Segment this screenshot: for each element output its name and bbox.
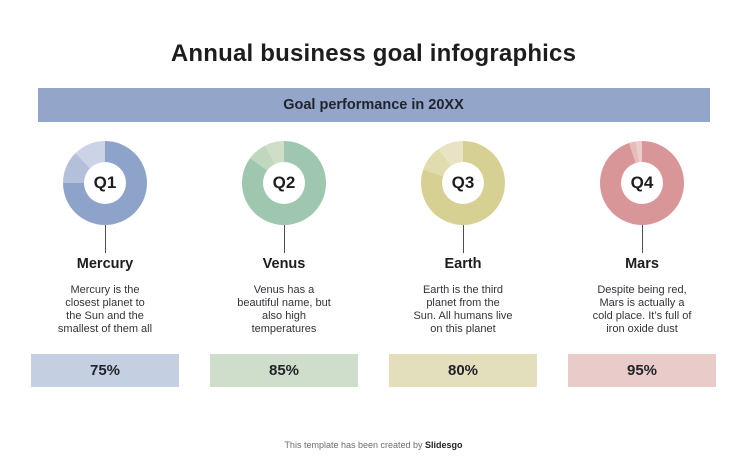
planet-description: Venus has a beautiful name, but also hig… xyxy=(237,284,331,335)
percent-bar-q3: 80% xyxy=(389,354,537,387)
subtitle-text: Goal performance in 20XX xyxy=(283,97,464,113)
percent-bar-q4: 95% xyxy=(568,354,716,387)
donut-label-q1: Q1 xyxy=(84,162,126,204)
planet-name-earth: Earth xyxy=(444,256,482,272)
quarter-column-q2: Q2 Venus Venus has a beautiful name, but… xyxy=(202,141,366,387)
planet-description: Mercury is the closest planet to the Sun… xyxy=(57,284,153,335)
donut-label-q2: Q2 xyxy=(263,162,305,204)
planet-name-venus: Venus xyxy=(262,256,306,272)
donut-chart-q3: Q3 xyxy=(421,141,505,225)
footer-credit-text: This template has been created by xyxy=(284,440,426,450)
footer-brand: Slidesgo xyxy=(425,440,463,450)
connector-line xyxy=(641,225,643,253)
planet-description: Earth is the third planet from the Sun. … xyxy=(413,284,513,335)
planet-name-mercury: Mercury xyxy=(76,256,134,272)
donut-label-q4: Q4 xyxy=(621,162,663,204)
quarters-row: Q1 Mercury Mercury is the closest planet… xyxy=(0,141,747,387)
donut-chart-q1: Q1 xyxy=(63,141,147,225)
percent-bar-q1: 75% xyxy=(31,354,179,387)
subtitle-bar: Goal performance in 20XX xyxy=(37,88,710,122)
percent-bar-q2: 85% xyxy=(210,354,358,387)
planet-description: Despite being red, Mars is actually a co… xyxy=(592,284,692,335)
connector-line xyxy=(104,225,106,253)
connector-line xyxy=(462,225,464,253)
connector-line xyxy=(283,225,285,253)
donut-chart-q4: Q4 xyxy=(600,141,684,225)
footer-credit: This template has been created by Slides… xyxy=(0,440,747,450)
donut-chart-q2: Q2 xyxy=(242,141,326,225)
page-title: Annual business goal infographics xyxy=(170,40,577,67)
planet-name-mars: Mars xyxy=(625,256,659,272)
quarter-column-q3: Q3 Earth Earth is the third planet from … xyxy=(381,141,545,387)
donut-label-q3: Q3 xyxy=(442,162,484,204)
quarter-column-q4: Q4 Mars Despite being red, Mars is actua… xyxy=(560,141,724,387)
quarter-column-q1: Q1 Mercury Mercury is the closest planet… xyxy=(23,141,187,387)
